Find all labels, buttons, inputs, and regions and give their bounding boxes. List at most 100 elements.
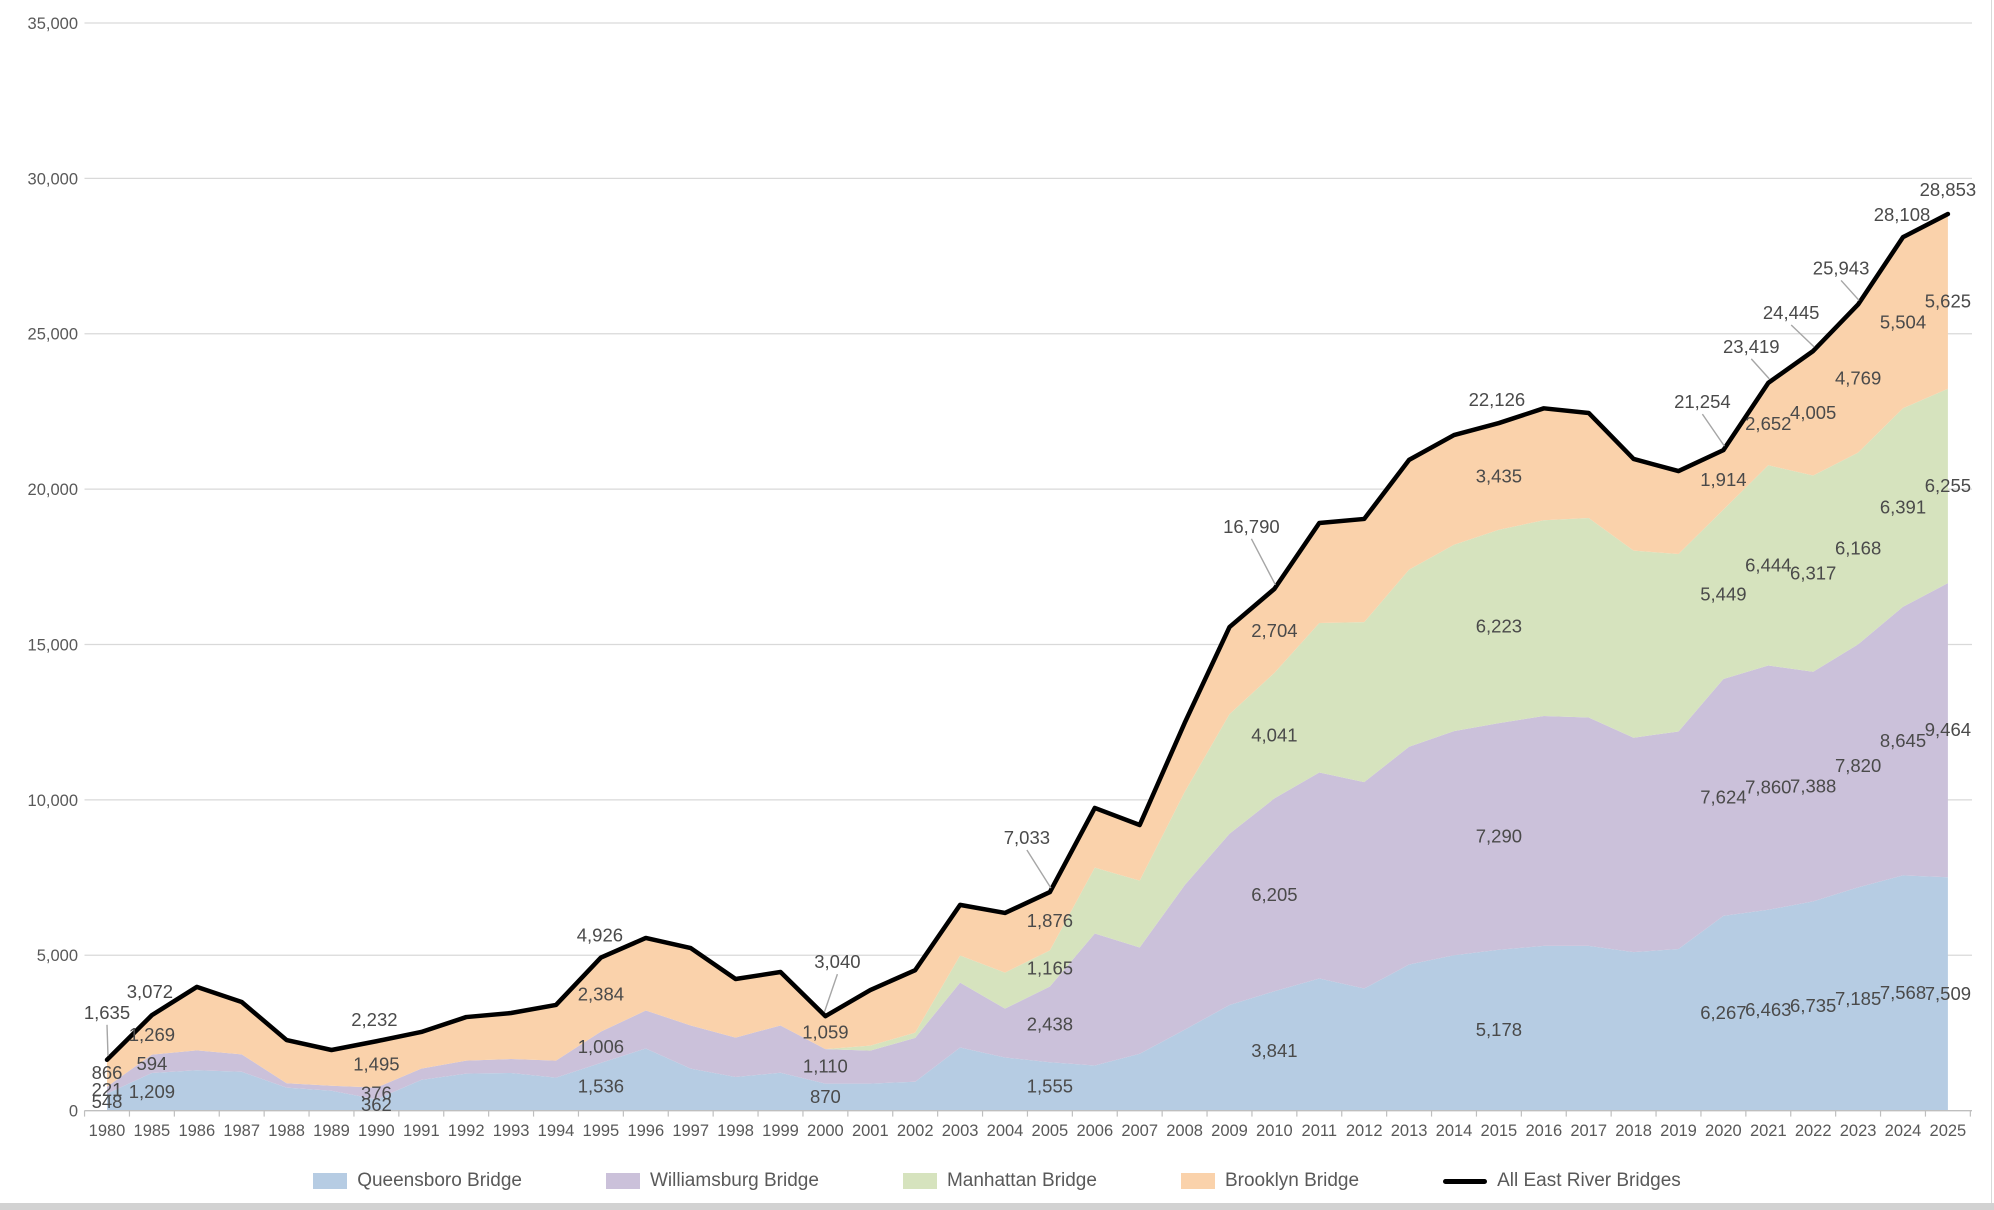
data-label-manhattan-bridge: 6,317	[1790, 563, 1836, 584]
x-tick-label: 1999	[762, 1122, 799, 1140]
gridlines	[84, 22, 1972, 1112]
x-tick-label: 2013	[1391, 1122, 1428, 1140]
x-tick-label: 1993	[493, 1122, 530, 1140]
data-label-brooklyn-bridge: 4,005	[1790, 402, 1836, 423]
x-tick-label: 2011	[1302, 1122, 1337, 1140]
data-label-williamsburg-bridge: 376	[361, 1083, 392, 1104]
data-label-queensboro-bridge: 1,536	[578, 1076, 624, 1097]
area-queensboro-bridge	[107, 875, 1948, 1111]
data-label-manhattan-bridge: 6,255	[1925, 475, 1971, 496]
data-label-williamsburg-bridge: 7,388	[1790, 776, 1836, 797]
x-tick-label: 1996	[627, 1122, 664, 1140]
data-label-queensboro-bridge: 1,209	[129, 1081, 175, 1102]
total-label-1995: 4,926	[577, 925, 623, 946]
data-label-brooklyn-bridge: 1,059	[802, 1022, 848, 1043]
data-label-brooklyn-bridge: 2,704	[1251, 620, 1297, 641]
legend-label: Manhattan Bridge	[946, 1170, 1097, 1191]
total-label-2024: 28,108	[1874, 204, 1931, 225]
data-label-brooklyn-bridge: 1,876	[1027, 910, 1073, 931]
x-tick-label: 1980	[89, 1122, 126, 1140]
total-label-2023: 25,943	[1813, 257, 1870, 278]
data-label-brooklyn-bridge: 2,384	[578, 984, 624, 1005]
x-tick-label: 2022	[1795, 1122, 1832, 1140]
x-tick-label: 2004	[987, 1122, 1024, 1140]
x-tick-label: 2024	[1885, 1122, 1922, 1140]
leader-line-2022	[1790, 324, 1815, 348]
x-tick-label: 2025	[1930, 1122, 1967, 1140]
data-label-brooklyn-bridge: 866	[92, 1062, 123, 1083]
data-label-queensboro-bridge: 870	[810, 1086, 841, 1107]
data-label-queensboro-bridge: 7,568	[1880, 982, 1926, 1003]
legend-item-all-east-river-bridges: All East River Bridges	[1443, 1170, 1681, 1192]
data-label-manhattan-bridge: 6,391	[1880, 496, 1926, 517]
total-label-2021: 23,419	[1723, 336, 1780, 357]
leader-line-2010	[1250, 538, 1277, 586]
y-tick-label: 35,000	[28, 15, 78, 33]
legend-item-williamsburg-bridge: Williamsburg Bridge	[605, 1170, 819, 1192]
x-tick-label: 2014	[1436, 1122, 1473, 1140]
leader-line-2005	[1026, 849, 1052, 889]
x-tick-label: 2005	[1032, 1122, 1069, 1140]
x-tick-label: 1998	[717, 1122, 754, 1140]
data-label-brooklyn-bridge: 4,769	[1835, 368, 1881, 389]
x-tick-label: 2021	[1750, 1122, 1787, 1140]
leader-line-2023	[1840, 279, 1860, 301]
chart-right-border	[1991, 0, 1992, 1203]
data-label-queensboro-bridge: 7,509	[1925, 983, 1971, 1004]
window-bottom-edge	[0, 1203, 1994, 1210]
total-label-2010: 16,790	[1223, 516, 1280, 537]
data-label-williamsburg-bridge: 7,860	[1745, 777, 1791, 798]
x-axis	[83, 1109, 1972, 1117]
legend-label: All East River Bridges	[1497, 1170, 1681, 1191]
x-tick-label: 2000	[807, 1122, 844, 1140]
legend-item-queensboro-bridge: Queensboro Bridge	[313, 1170, 522, 1192]
total-line-all-east-river-bridges	[104, 211, 1951, 1063]
data-label-manhattan-bridge: 5,449	[1700, 583, 1746, 604]
x-tick-label: 1986	[178, 1122, 215, 1140]
x-tick-label: 1997	[672, 1122, 709, 1140]
x-tick-label: 1990	[358, 1122, 395, 1140]
legend-swatch-brooklyn	[1180, 1173, 1215, 1189]
data-label-queensboro-bridge: 548	[92, 1091, 123, 1112]
legend-label: Queensboro Bridge	[357, 1170, 522, 1191]
x-tick-label: 2018	[1615, 1122, 1652, 1140]
data-label-manhattan-bridge: 6,223	[1476, 615, 1522, 636]
x-tick-label: 1988	[268, 1122, 305, 1140]
legend-swatch-manhattan	[902, 1173, 937, 1189]
x-tick-label: 2009	[1211, 1122, 1248, 1140]
data-label-williamsburg-bridge: 7,290	[1476, 825, 1522, 846]
x-tick-label: 1991	[403, 1122, 440, 1140]
leader-line-2000	[823, 973, 839, 1013]
data-label-queensboro-bridge: 7,185	[1835, 988, 1881, 1009]
data-label-brooklyn-bridge: 5,504	[1880, 312, 1926, 333]
total-label-2015: 22,126	[1469, 389, 1526, 410]
x-tick-label: 1985	[134, 1122, 171, 1140]
total-label-2025: 28,853	[1920, 179, 1977, 200]
legend-item-manhattan-bridge: Manhattan Bridge	[902, 1170, 1097, 1192]
chart-legend: Queensboro Bridge Williamsburg Bridge Ma…	[0, 1163, 1994, 1199]
y-tick-label: 10,000	[28, 792, 78, 810]
legend-swatch-queensboro	[313, 1173, 348, 1189]
x-tick-label: 1989	[313, 1122, 350, 1140]
data-label-queensboro-bridge: 6,463	[1745, 999, 1791, 1020]
x-tick-label: 2001	[852, 1122, 889, 1140]
total-label-2022: 24,445	[1763, 302, 1820, 323]
total-label-2005: 7,033	[1004, 827, 1050, 848]
leader-line-1980	[106, 1024, 109, 1056]
total-label-1985: 3,072	[127, 981, 173, 1002]
x-tick-label: 2017	[1570, 1122, 1607, 1140]
y-tick-label: 30,000	[28, 170, 78, 188]
data-label-queensboro-bridge: 5,178	[1476, 1019, 1522, 1040]
data-label-williamsburg-bridge: 594	[136, 1053, 167, 1074]
data-label-manhattan-bridge: 1,165	[1027, 957, 1073, 978]
x-tick-label: 1987	[223, 1122, 260, 1140]
y-tick-label: 15,000	[28, 636, 78, 654]
x-tick-label: 2016	[1525, 1122, 1562, 1140]
x-tick-label: 1992	[448, 1122, 485, 1140]
data-label-williamsburg-bridge: 8,645	[1880, 730, 1926, 751]
area-williamsburg-bridge	[107, 583, 1948, 1100]
data-label-manhattan-bridge: 6,444	[1745, 554, 1791, 575]
x-tick-label: 2023	[1840, 1122, 1877, 1140]
data-label-brooklyn-bridge: 2,652	[1745, 413, 1791, 434]
